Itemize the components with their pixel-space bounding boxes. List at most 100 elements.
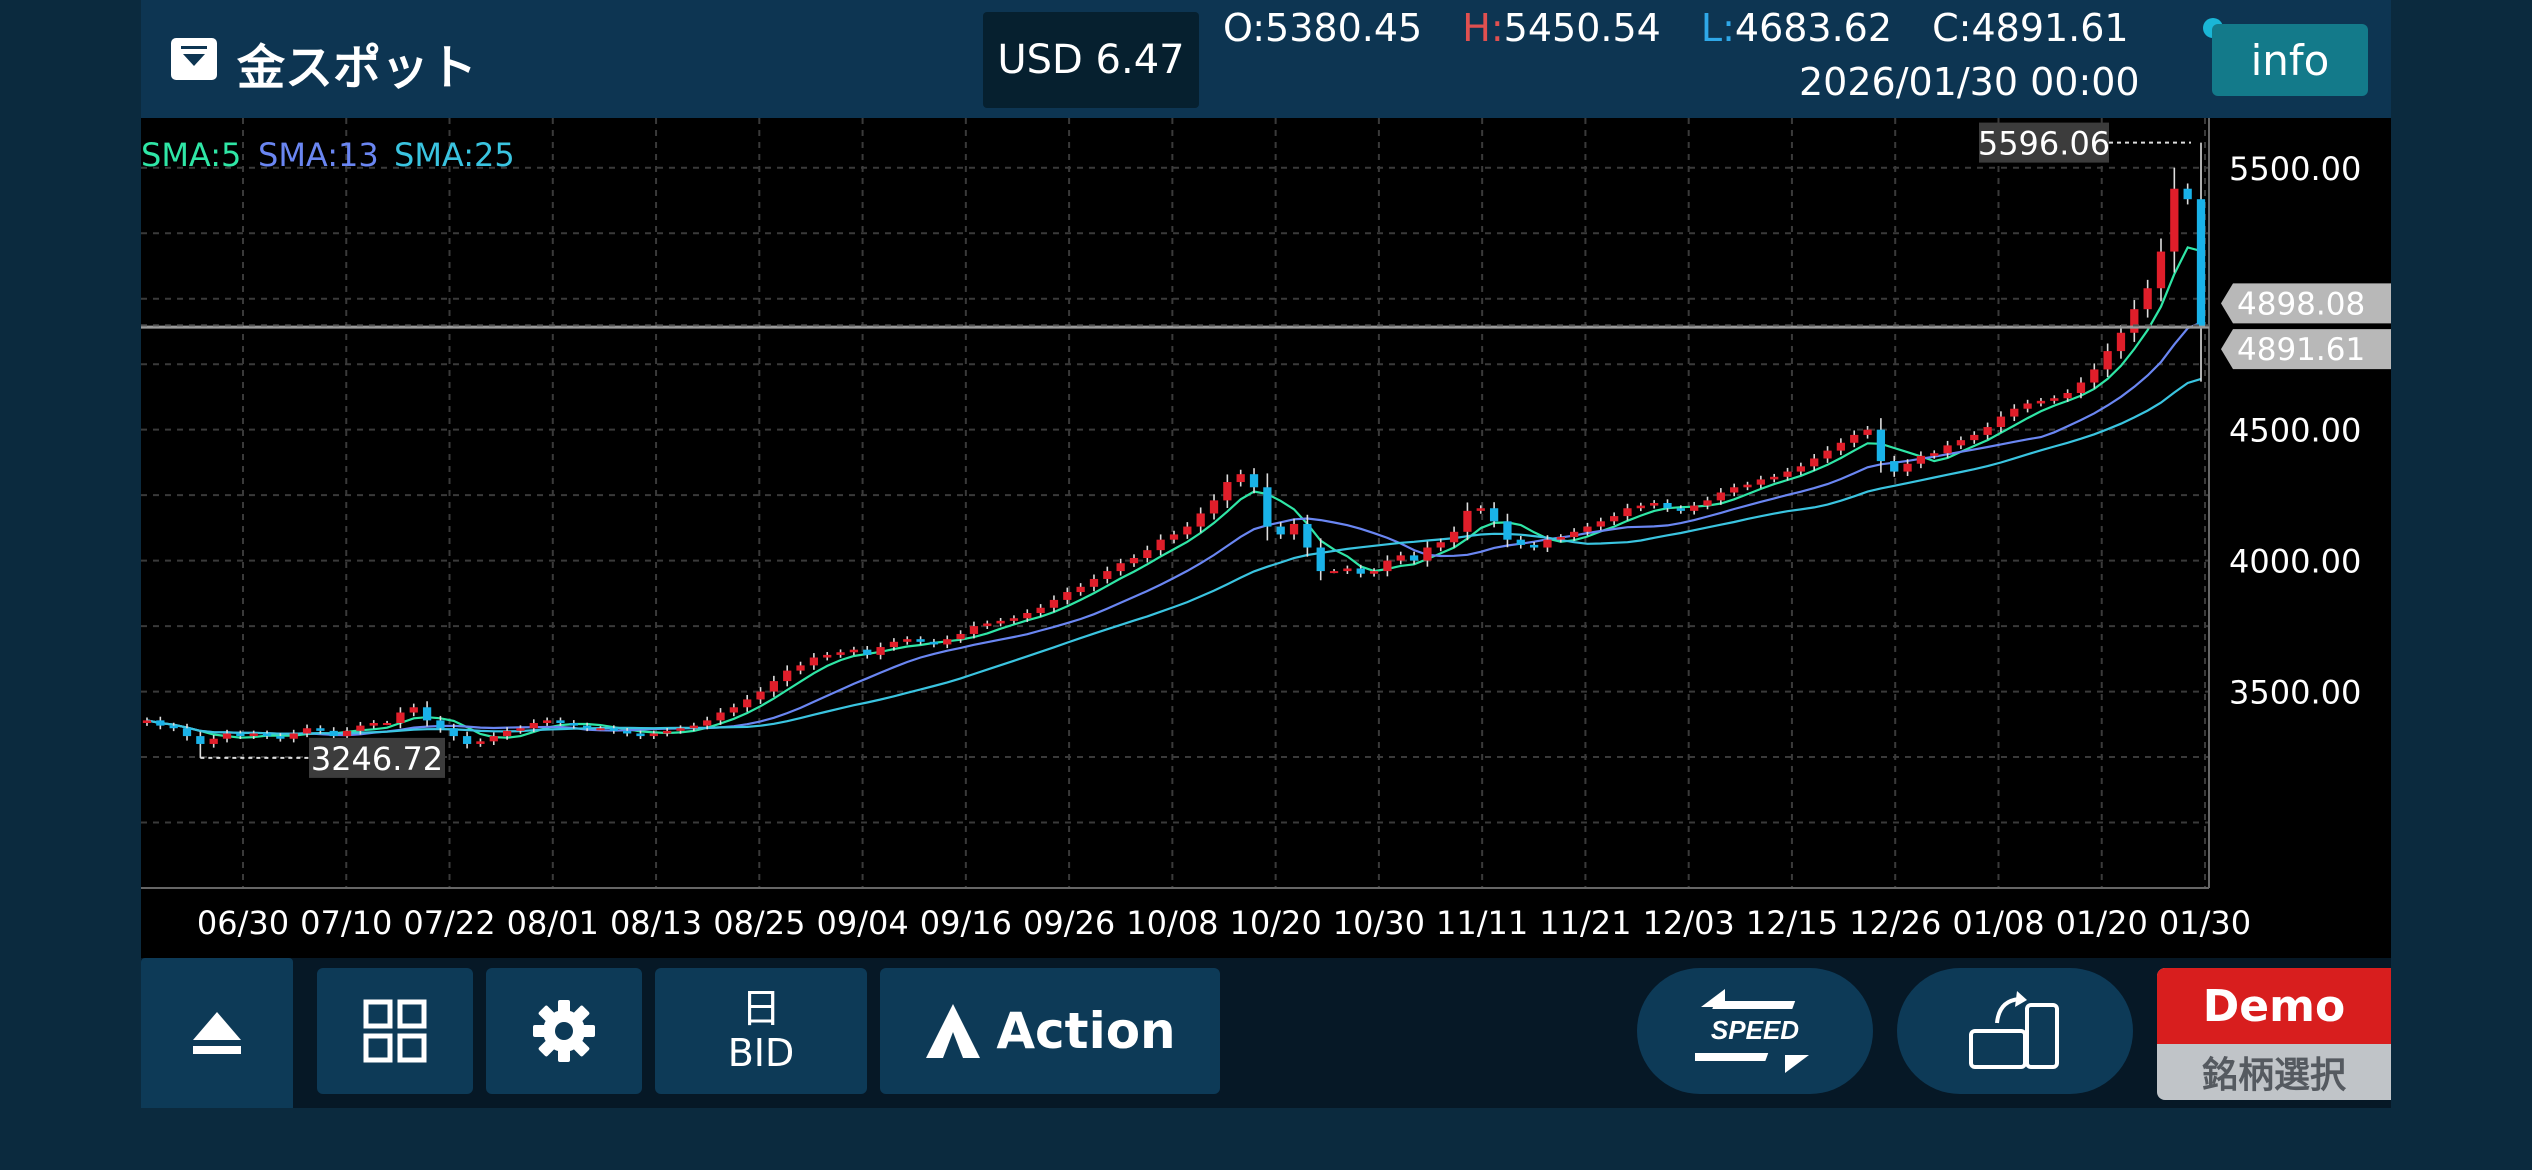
gear-icon xyxy=(533,1000,595,1062)
candle-bullish xyxy=(1463,510,1472,532)
high-value: 5450.54 xyxy=(1503,6,1661,50)
sma-lines xyxy=(146,246,2202,739)
candle-bearish xyxy=(916,639,925,642)
price-tick-label: 3500.00 xyxy=(2229,674,2361,712)
settings-button[interactable] xyxy=(486,968,642,1094)
candle-bullish xyxy=(1383,560,1392,572)
date-tick-label: 01/30 xyxy=(2159,904,2251,942)
demo-symbol-select-button[interactable]: Demo 銘柄選択 xyxy=(2157,968,2391,1100)
info-button[interactable]: info xyxy=(2212,24,2368,96)
candle-bullish xyxy=(1836,442,1846,451)
candle-bullish xyxy=(1810,458,1819,467)
candle-bullish xyxy=(809,657,819,666)
candle-bullish xyxy=(1943,445,1952,454)
candle-bearish xyxy=(236,733,245,737)
date-tick-label: 01/08 xyxy=(1952,904,2044,942)
candle-bullish xyxy=(489,736,498,742)
current-price-tag: 4891.61 xyxy=(2237,332,2365,368)
date-tick-label: 09/04 xyxy=(816,904,908,942)
candle-bullish xyxy=(1183,526,1192,535)
candle-bullish xyxy=(1156,539,1165,551)
sma13-line xyxy=(146,321,2202,737)
candle-bearish xyxy=(1876,429,1886,462)
candle-bullish xyxy=(2170,188,2179,252)
candle-bullish xyxy=(716,712,725,721)
candles xyxy=(142,142,2206,758)
chart-area[interactable]: SMA:5 SMA:13 SMA:25 3500.00 4000.00 4500.00 5… xyxy=(141,118,2391,958)
candle-bearish xyxy=(929,641,939,645)
candle-bullish xyxy=(1583,526,1592,532)
candle-bearish xyxy=(316,728,325,731)
candle-bullish xyxy=(2010,408,2019,417)
date-axis: 06/30 07/10 07/22 08/01 08/13 08/25 09/04 09/16… xyxy=(197,904,2251,942)
candle-bullish xyxy=(1703,500,1712,506)
candle-bullish xyxy=(1930,453,1939,456)
candle-bullish xyxy=(1063,592,1072,600)
symbol-dropdown-button[interactable] xyxy=(171,38,217,80)
dropdown-bar-icon xyxy=(181,46,207,49)
candle-bullish xyxy=(2036,400,2046,404)
spread-box: USD 6.47 xyxy=(983,12,1199,108)
candle-bullish xyxy=(1730,487,1739,493)
bottom-toolbar: 日 BID Action SPEED xyxy=(141,958,2391,1108)
candle-bullish xyxy=(1436,542,1445,548)
candle-bullish xyxy=(1623,508,1632,517)
candle-bullish xyxy=(943,639,952,645)
candle-bullish xyxy=(502,730,512,737)
min-price-label-bg xyxy=(309,737,445,778)
candle-bullish xyxy=(1289,523,1299,535)
candle-bullish xyxy=(396,712,405,723)
date-tick-label: 10/20 xyxy=(1230,904,1322,942)
candle-bullish xyxy=(2130,309,2139,333)
speed-order-button[interactable]: SPEED xyxy=(1637,968,1873,1094)
candle-bullish xyxy=(1970,434,1979,441)
candle-bearish xyxy=(623,730,632,734)
date-tick-label: 09/16 xyxy=(920,904,1012,942)
candle-bearish xyxy=(1529,544,1539,548)
sma5-line xyxy=(146,246,2202,739)
price-type-label: BID xyxy=(727,1031,795,1075)
candle-bearish xyxy=(1890,461,1899,472)
candle-bullish xyxy=(1556,537,1565,540)
candle-bearish xyxy=(1663,503,1672,509)
candle-bullish xyxy=(1023,613,1032,619)
candle-bullish xyxy=(956,633,965,640)
layout-grid-button[interactable] xyxy=(317,968,473,1094)
candle-bearish xyxy=(1276,526,1285,535)
candle-bullish xyxy=(2050,398,2059,401)
candle-bullish xyxy=(1956,440,1966,446)
candle-bullish xyxy=(1476,508,1485,511)
date-tick-label: 11/21 xyxy=(1539,904,1631,942)
date-tick-label: 07/22 xyxy=(403,904,495,942)
candle-bullish xyxy=(1983,427,1992,435)
eject-icon xyxy=(193,1012,241,1054)
date-tick-label: 12/26 xyxy=(1849,904,1941,942)
low-value: 4683.62 xyxy=(1734,6,1893,50)
header-bar: 金スポット USD 6.47 O:5380.45 H:5450.54 L:468… xyxy=(141,0,2391,118)
candle-bearish xyxy=(863,649,872,655)
candle-bearish xyxy=(276,736,285,739)
candlestick-chart[interactable]: SMA:5 SMA:13 SMA:25 3500.00 4000.00 4500.00 5… xyxy=(141,118,2391,958)
candle-bullish xyxy=(342,730,352,737)
candle-bullish xyxy=(1770,476,1779,480)
rotate-screen-button[interactable] xyxy=(1897,968,2133,1094)
candle-bearish xyxy=(1356,568,1365,574)
candle-bullish xyxy=(889,641,899,648)
high-label: H: xyxy=(1462,6,1504,50)
candle-bullish xyxy=(289,733,298,739)
min-price-label: 3246.72 xyxy=(311,740,443,778)
candle-bullish xyxy=(409,707,418,713)
candle-bearish xyxy=(1263,487,1272,527)
candle-bullish xyxy=(1596,521,1605,527)
collapse-toolbar-button[interactable] xyxy=(141,958,293,1108)
candle-bullish xyxy=(1036,607,1045,613)
candle-bullish xyxy=(769,681,779,692)
timeframe-button[interactable]: 日 BID xyxy=(655,968,867,1094)
candle-bearish xyxy=(609,728,618,731)
candle-bullish xyxy=(1396,555,1405,561)
symbol-name[interactable]: 金スポット xyxy=(237,40,478,96)
candle-bullish xyxy=(1089,578,1099,587)
candle-bullish xyxy=(516,728,525,731)
action-button[interactable]: Action xyxy=(880,968,1220,1094)
